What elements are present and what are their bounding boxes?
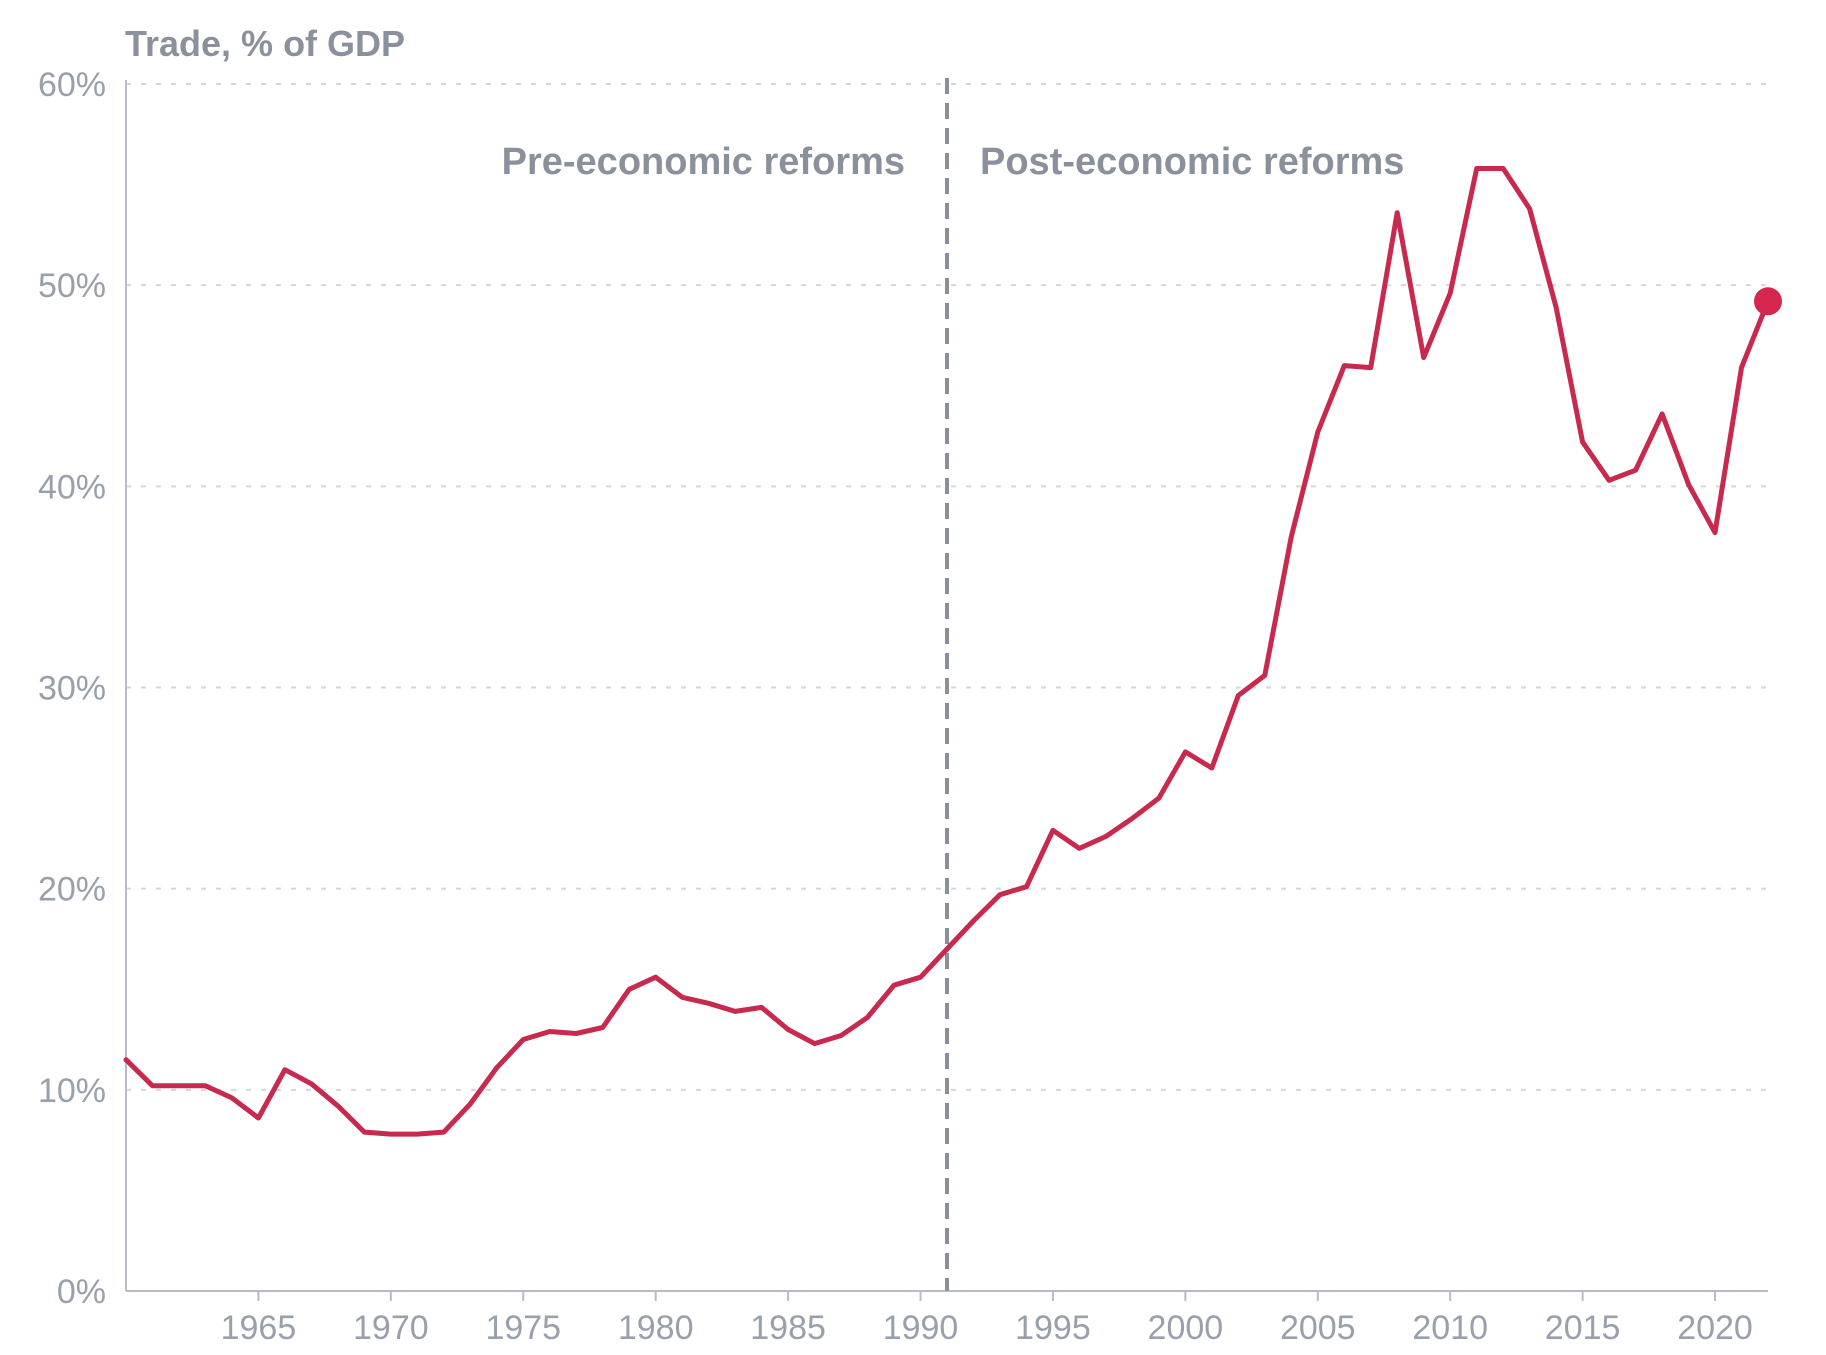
x-tick-label: 1970 [353,1309,429,1347]
x-tick-label: 1980 [618,1309,694,1347]
y-tick-label: 10% [38,1072,106,1110]
x-tick-label: 1995 [1015,1309,1091,1347]
x-tick-label: 2015 [1545,1309,1621,1347]
series-line [123,166,1771,1137]
x-tick-label: 1990 [883,1309,959,1347]
x-tick-label: 2010 [1412,1309,1488,1347]
x-tick-label: 2000 [1148,1309,1224,1347]
x-axis-ticks: 1965 1970 1975 1980 1985 1990 1995 2000 2005 2010… [221,1291,1753,1347]
x-tick-label: 1975 [485,1309,561,1347]
series-end-point [1754,287,1782,316]
y-axis-title: Trade, % of GDP [125,23,405,64]
x-tick-label: 2020 [1677,1309,1753,1347]
gridlines [126,83,1768,1091]
x-tick-label: 1985 [750,1309,826,1347]
post-reform-annotation: Post-economic reforms [980,141,1404,183]
y-tick-label: 50% [38,267,106,305]
y-tick-label: 30% [38,670,106,708]
x-tick-label: 2005 [1280,1309,1356,1347]
y-tick-label: 40% [38,468,106,506]
pre-reform-annotation: Pre-economic reforms [502,141,905,183]
y-axis-ticks: 0% 10% 20% 30% 40% 50% 60% [38,66,106,1311]
y-tick-label: 60% [38,66,106,104]
y-tick-label: 20% [38,871,106,909]
x-tick-label: 1965 [221,1309,297,1347]
y-tick-label: 0% [57,1273,106,1311]
series-group [123,166,1782,1137]
